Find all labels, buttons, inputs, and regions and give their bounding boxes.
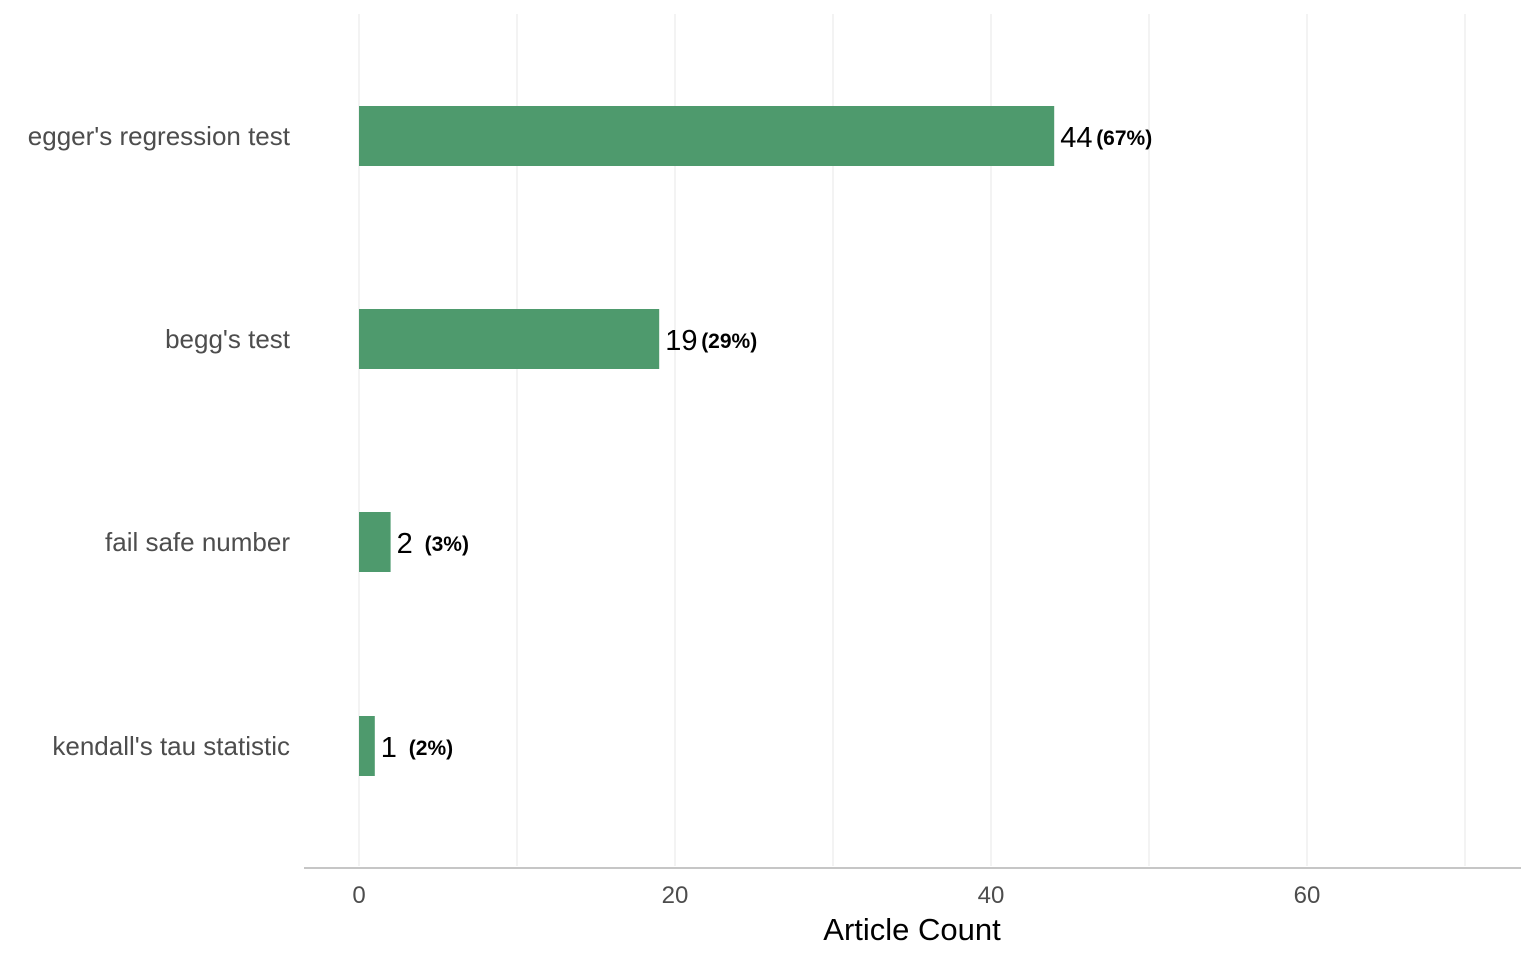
category-label: begg's test xyxy=(165,324,291,354)
percent-label: (67%) xyxy=(1096,127,1152,150)
x-tick-labels: 0 20 40 60 xyxy=(352,882,1320,909)
percent-label: (2%) xyxy=(409,737,453,760)
category-labels: egger's regression test begg's test fail s… xyxy=(28,121,291,761)
x-tick-label: 40 xyxy=(978,882,1005,909)
percent-label: (29%) xyxy=(701,330,757,353)
value-label: 19 xyxy=(665,325,697,357)
x-tick-label: 20 xyxy=(662,882,689,909)
value-labels: 44 (67%) 19 (29%) 2 (3%) 1 (2%) xyxy=(381,122,1152,764)
value-label: 44 xyxy=(1060,122,1092,154)
category-label: fail safe number xyxy=(105,527,290,557)
bar xyxy=(359,106,1055,166)
category-label: kendall's tau statistic xyxy=(52,731,290,761)
bars xyxy=(359,106,1055,776)
bar xyxy=(359,716,375,776)
x-tick-label: 0 xyxy=(352,882,365,909)
value-label: 2 xyxy=(397,528,413,560)
x-tick-label: 60 xyxy=(1294,882,1321,909)
category-label: egger's regression test xyxy=(28,121,291,151)
percent-label: (3%) xyxy=(425,533,469,556)
x-axis-title: Article Count xyxy=(823,912,1001,947)
value-label: 1 xyxy=(381,732,397,764)
bar xyxy=(359,309,660,369)
bar xyxy=(359,512,391,572)
